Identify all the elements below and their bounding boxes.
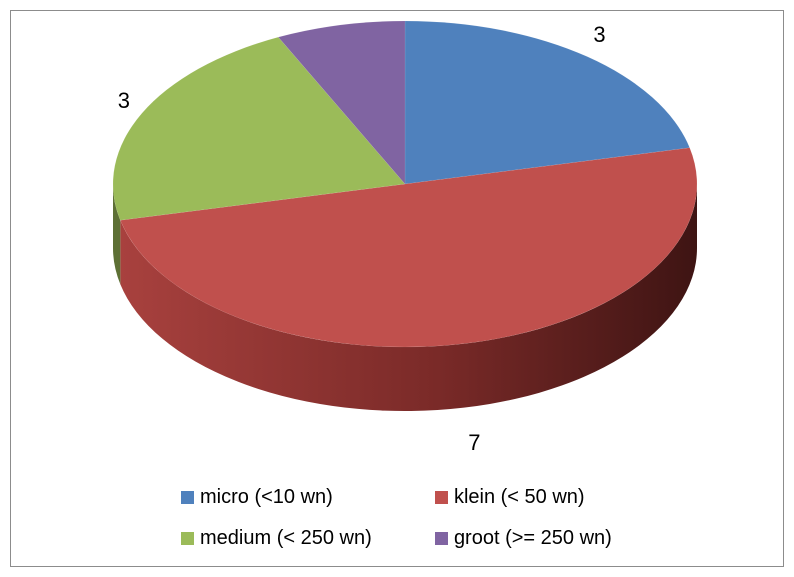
legend: micro (<10 wn) klein (< 50 wn) medium (<… [181,486,661,550]
legend-label: medium (< 250 wn) [200,527,372,549]
data-label-1: 7 [468,430,480,455]
chart-area: 3731 micro (<10 wn) klein (< 50 wn) medi… [10,10,784,567]
legend-label: groot (>= 250 wn) [453,527,612,549]
legend-item-medium: medium (< 250 wn) [181,527,421,550]
legend-swatch [181,532,194,545]
legend-label: micro (<10 wn) [200,486,333,508]
pie-slice-1 [119,147,698,348]
data-label-2: 3 [118,88,130,113]
legend-swatch [434,491,448,504]
pie-side-2 [113,184,121,285]
legend-item-groot: groot (>= 250 wn) [434,527,661,550]
legend-swatch [434,532,448,545]
pie-slice-0 [404,20,691,185]
pie-side-1 [120,184,698,412]
pie-slice-2 [112,36,406,221]
pie-slice-3 [277,20,406,185]
legend-label: klein (< 50 wn) [453,486,585,508]
data-label-0: 3 [593,22,605,47]
legend-item-micro: micro (<10 wn) [181,486,421,509]
legend-swatch [181,491,194,504]
pie-chart: 3731 [112,20,698,455]
legend-item-klein: klein (< 50 wn) [434,486,661,509]
